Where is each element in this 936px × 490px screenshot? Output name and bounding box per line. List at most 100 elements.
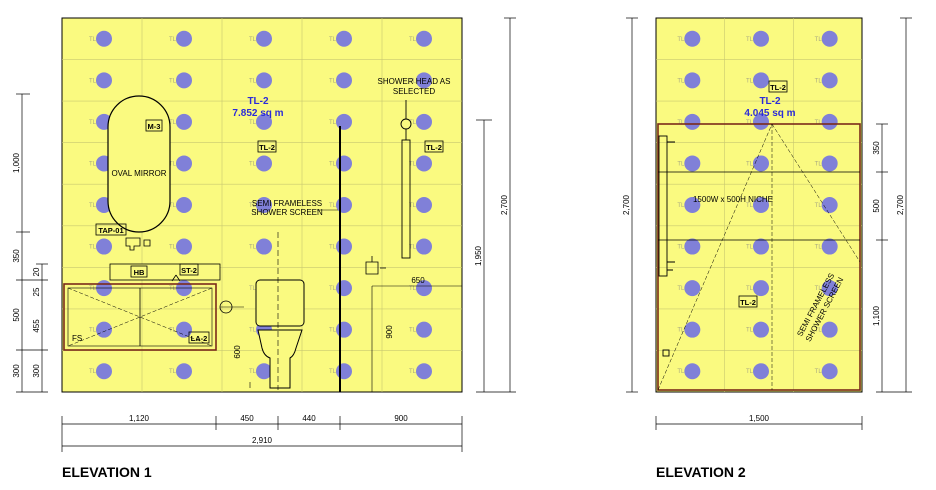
elevation-2-title: ELEVATION 2	[656, 464, 746, 480]
tile-code-label: TL-2	[89, 78, 102, 84]
tile-marker-dot	[256, 238, 272, 255]
tile-marker-dot	[821, 113, 838, 130]
dim-2910: 2,910	[252, 436, 273, 445]
left-dims-2	[626, 17, 638, 393]
elevation-1-title: ELEVATION 1	[62, 464, 152, 480]
tile-marker-dot	[416, 280, 432, 297]
tile-marker-dot	[684, 155, 701, 172]
svg-text:M-3: M-3	[148, 122, 161, 131]
tile-code-label: TL-2	[169, 286, 182, 292]
tile-code-label: TL-2	[409, 245, 422, 251]
dim-1500: 1,500	[749, 414, 770, 423]
tile-markers-2: TL-2 TL-2 TL-2 TL-2 TL-2 TL-2 TL-2 TL-2 TL-2 TL-2…	[677, 30, 838, 380]
tile-code-label: TL-2	[249, 78, 262, 84]
tile-code-label: TL-2	[409, 328, 422, 334]
dim-right-1950: 1,950	[474, 245, 483, 266]
tile-marker-dot	[416, 30, 432, 47]
dim-900-vertical: 900	[385, 325, 394, 339]
tile-code-label: TL-2	[409, 37, 422, 43]
tile-marker-dot	[684, 113, 701, 130]
tile-code-label: TL-2	[677, 286, 690, 292]
tile-code-label: TL-2	[746, 78, 759, 84]
dim-left-500: 500	[12, 308, 21, 322]
tile-code-label: TL-2	[815, 161, 828, 167]
tile-marker-dot	[821, 72, 838, 89]
tile-code-label: TL-2	[677, 120, 690, 126]
tile-code-label: TL-2	[746, 120, 759, 126]
tile-code-label: TL-2	[329, 161, 342, 167]
tile-marker-dot	[176, 30, 192, 47]
dim-right-500-2: 500	[872, 199, 881, 213]
elevation-2: TL-2 TL-2 TL-2 TL-2 TL-2 TL-2 TL-2 TL-2 TL-2 TL-2…	[622, 17, 912, 480]
tile-code-label: TL-2	[409, 78, 422, 84]
tile-marker-dot	[753, 155, 769, 172]
tile-code-label: TL-2	[249, 328, 262, 334]
tag-tl2-mid-2: TL-2	[738, 295, 758, 308]
tile-marker-dot	[684, 30, 701, 47]
tag-tap01: TAP-01	[95, 223, 127, 236]
dim-600-vertical: 600	[233, 345, 242, 359]
dim-left-25: 25	[32, 287, 41, 296]
tile-code-label: TL-2	[89, 37, 102, 43]
tile-code-label: TL-2	[169, 245, 182, 251]
tag-tl2-mid: TL-2	[257, 140, 277, 153]
shower-head-label-1: SHOWER HEAD AS	[378, 77, 451, 86]
dim-900: 900	[394, 414, 408, 423]
shower-rail-2	[658, 135, 675, 357]
dim-440: 440	[302, 414, 316, 423]
tile-code-label: TL-2	[329, 120, 342, 126]
tile-marker-dot	[821, 280, 838, 297]
bottom-dims-1	[61, 416, 463, 452]
tile-marker-dot	[176, 113, 192, 130]
tile-marker-dot	[753, 321, 769, 338]
tag-tl2-right: TL-2	[424, 140, 444, 153]
elevation-1: TL-2 TL-2 TL-2 TL-2 TL-2 TL-2 TL-2 TL-2 TL-2 TL-2…	[12, 17, 516, 480]
tile-code-label: TL-2	[746, 328, 759, 334]
tile-marker-dot	[821, 363, 838, 380]
area-value-2: 4.045 sq m	[744, 108, 795, 119]
tile-marker-dot	[256, 72, 272, 89]
tile-code-label: TL-2	[249, 161, 262, 167]
tile-marker-dot	[336, 363, 352, 380]
tile-code-label: TL-2	[329, 245, 342, 251]
tile-marker-dot	[336, 113, 352, 130]
tile-code-label: TL-2	[409, 161, 422, 167]
screen-label-1b: SHOWER SCREEN	[251, 208, 323, 217]
tile-code-label: TL-2	[409, 203, 422, 209]
shower-niche-frame	[657, 123, 861, 391]
tile-marker-dot	[336, 30, 352, 47]
tile-code-label: TL-2	[169, 37, 182, 43]
svg-text:TL-2: TL-2	[426, 143, 442, 152]
tile-code-label: TL-2	[746, 369, 759, 375]
tile-marker-dot	[336, 155, 352, 172]
tile-code-label: TL-2	[169, 369, 182, 375]
tile-marker-dot	[96, 238, 112, 255]
tile-code-label: TL-2	[169, 120, 182, 126]
tile-code-label: TL-2	[329, 286, 342, 292]
shower-head-label-2: SELECTED	[393, 87, 435, 96]
tile-marker-dot	[96, 72, 112, 89]
dim-left-300a: 300	[12, 364, 21, 378]
tile-code-label: TL-2	[89, 161, 102, 167]
left-dims-1	[16, 93, 48, 393]
tile-code-label: TL-2	[89, 245, 102, 251]
tile-marker-dot	[416, 72, 432, 89]
tile-marker-dot	[684, 238, 701, 255]
tile-code-label: TL-2	[409, 120, 422, 126]
tile-marker-dot	[684, 363, 701, 380]
tile-code-label: TL-2	[815, 286, 828, 292]
tile-code-label: TL-2	[169, 203, 182, 209]
tile-marker-dot	[96, 363, 112, 380]
tile-code-label: TL-2	[89, 369, 102, 375]
tile-code-label: TL-2	[677, 328, 690, 334]
tile-code-label: TL-2	[677, 161, 690, 167]
basin	[109, 263, 221, 281]
tile-code-label: TL-2	[746, 286, 759, 292]
right-dims-2	[876, 17, 912, 393]
dim-left-2700-2: 2,700	[622, 194, 631, 215]
right-dims-1	[476, 17, 516, 393]
tile-code-label: TL-2	[746, 37, 759, 43]
oval-mirror	[107, 95, 171, 233]
tile-marker-dot	[821, 197, 838, 213]
vanity-cabinet	[63, 283, 217, 351]
